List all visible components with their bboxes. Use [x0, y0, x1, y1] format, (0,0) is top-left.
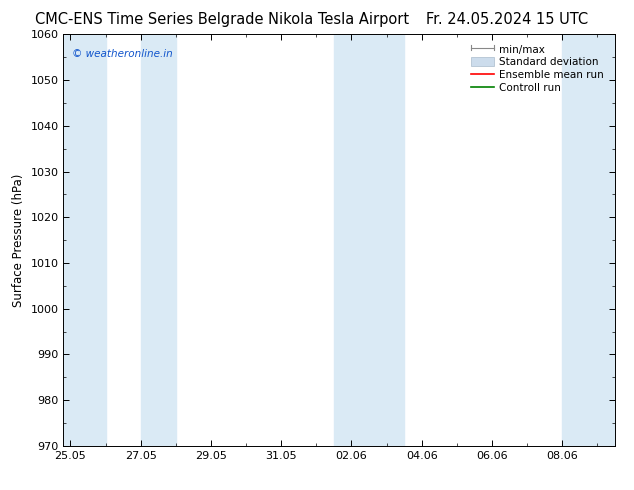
Bar: [141, 34, 176, 446]
Text: CMC-ENS Time Series Belgrade Nikola Tesla Airport: CMC-ENS Time Series Belgrade Nikola Tesl…: [35, 12, 409, 27]
Legend: min/max, Standard deviation, Ensemble mean run, Controll run: min/max, Standard deviation, Ensemble me…: [468, 42, 607, 96]
Bar: [63, 34, 105, 446]
Text: Fr. 24.05.2024 15 UTC: Fr. 24.05.2024 15 UTC: [426, 12, 588, 27]
Bar: [334, 34, 404, 446]
Y-axis label: Surface Pressure (hPa): Surface Pressure (hPa): [12, 173, 25, 307]
Bar: [562, 34, 615, 446]
Text: © weatheronline.in: © weatheronline.in: [72, 49, 172, 59]
